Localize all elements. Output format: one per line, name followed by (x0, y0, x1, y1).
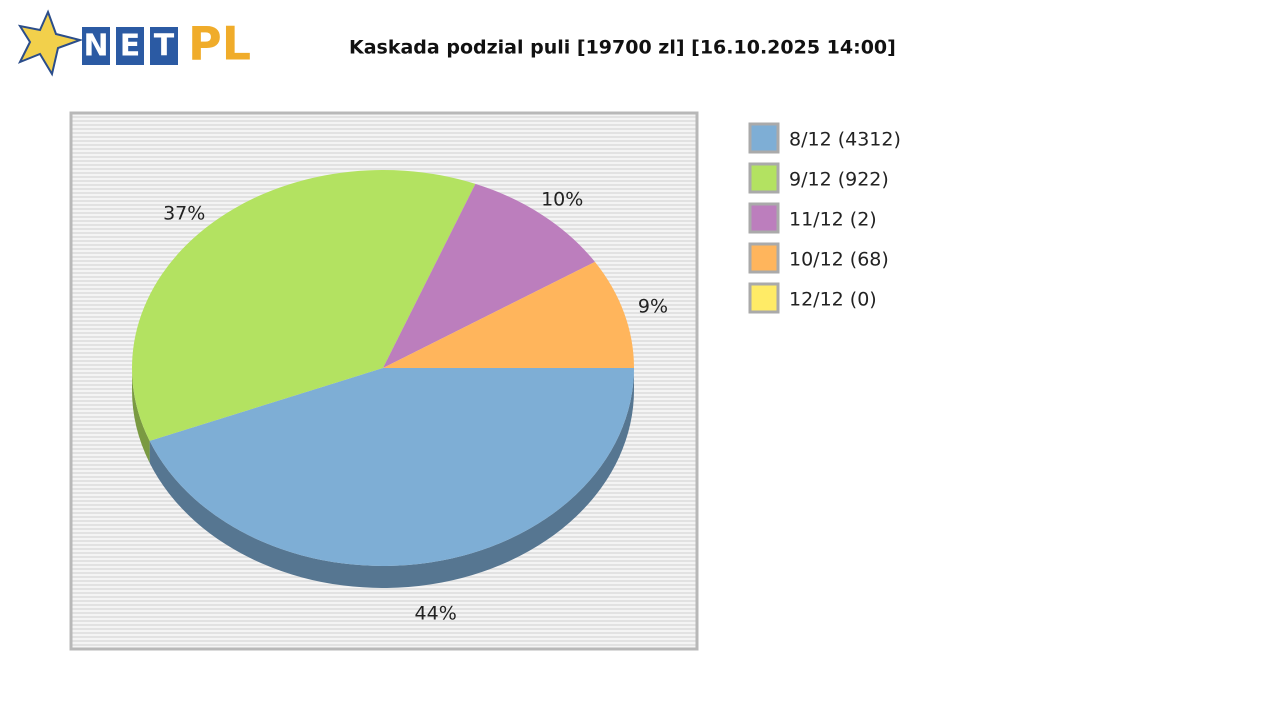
legend-swatch (748, 282, 780, 314)
data-label: 10% (541, 189, 583, 211)
legend-swatch (748, 242, 780, 274)
legend-label: 8/12 (4312) (789, 129, 901, 151)
slice (383, 261, 634, 368)
logo-letter: N (83, 29, 108, 64)
slice (149, 368, 634, 567)
logo[interactable]: N E T PL (17, 9, 251, 77)
data-label: 9% (638, 296, 668, 318)
legend-label: 12/12 (0) (789, 289, 877, 311)
pie: 44% 37% 10% 9% (131, 169, 668, 624)
legend-label: 9/12 (922) (789, 169, 889, 191)
logo-letter: T (154, 29, 175, 64)
chart-title: Kaskada podzial puli [19700 zl] [16.10.2… (349, 37, 896, 59)
legend-swatch (748, 122, 780, 154)
legend: 8/12 (4312) 9/12 (922) 11/12 (2) 10/12 (68)… (748, 122, 901, 314)
legend-swatch (748, 162, 780, 194)
slice-side (132, 368, 150, 463)
slice (131, 169, 476, 441)
legend-label: 11/12 (2) (789, 209, 877, 231)
data-label: 37% (163, 202, 205, 224)
logo-letter: E (120, 29, 141, 64)
data-label: 44% (415, 602, 457, 624)
slice (383, 183, 595, 368)
legend-label: 10/12 (68) (789, 249, 889, 271)
logo-suffix: PL (188, 17, 251, 71)
legend-swatch (748, 202, 780, 234)
